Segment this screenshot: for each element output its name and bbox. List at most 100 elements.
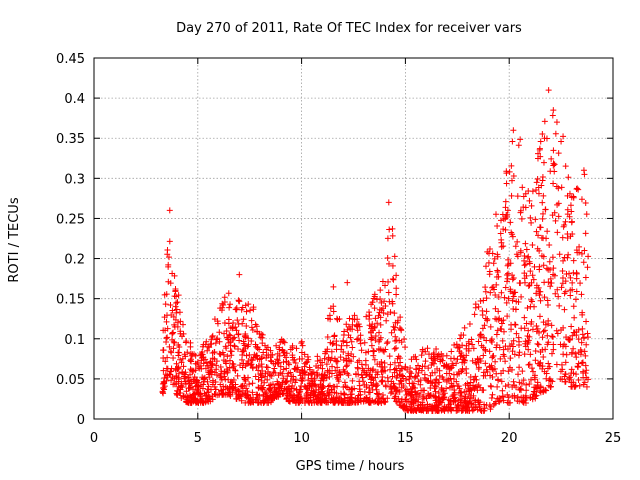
data-point [552, 130, 559, 137]
data-point [317, 391, 324, 398]
data-point [178, 359, 185, 366]
data-point [582, 274, 589, 281]
data-point [373, 386, 380, 393]
data-point [294, 364, 301, 371]
data-point [238, 356, 245, 363]
data-point [382, 382, 389, 389]
data-point [521, 314, 528, 321]
data-point [387, 361, 394, 368]
data-point [470, 345, 477, 352]
data-point [488, 362, 495, 369]
data-point [561, 222, 568, 229]
data-point [230, 319, 237, 326]
data-point [495, 377, 502, 384]
data-point [403, 376, 410, 383]
data-point [455, 397, 462, 404]
data-point [576, 243, 583, 250]
data-point [180, 363, 187, 370]
data-point [419, 387, 426, 394]
y-tick-label: 0 [77, 413, 85, 428]
data-point [498, 317, 505, 324]
data-point [540, 319, 547, 326]
data-point [569, 332, 576, 339]
data-point [216, 350, 223, 357]
data-point [544, 228, 551, 235]
data-point [562, 218, 569, 225]
data-point [499, 211, 506, 218]
chart-title: Day 270 of 2011, Rate Of TEC Index for r… [176, 21, 522, 36]
data-point [193, 389, 200, 396]
data-point [240, 348, 247, 355]
data-point [503, 180, 510, 187]
data-point [193, 379, 200, 386]
data-point [344, 362, 351, 369]
data-point [185, 377, 192, 384]
data-point [397, 314, 404, 321]
data-point [247, 307, 254, 314]
data-point [539, 131, 546, 138]
data-point [262, 342, 269, 349]
data-point [230, 335, 237, 342]
data-point [440, 376, 447, 383]
data-point [389, 300, 396, 307]
data-point [226, 304, 233, 311]
data-point [212, 340, 219, 347]
data-point [580, 368, 587, 375]
data-point [397, 355, 404, 362]
data-point [360, 367, 367, 374]
data-point [569, 231, 576, 238]
data-point [171, 381, 178, 388]
data-point [480, 407, 487, 414]
data-point [338, 399, 345, 406]
data-point [482, 347, 489, 354]
data-point [498, 326, 505, 333]
data-point [164, 325, 171, 332]
data-point [527, 351, 534, 358]
data-point [167, 280, 174, 287]
data-point [528, 318, 535, 325]
data-point [384, 235, 391, 242]
data-point [164, 334, 171, 341]
data-point [418, 367, 425, 374]
data-point [340, 357, 347, 364]
data-point [490, 260, 497, 267]
data-point [355, 335, 362, 342]
data-point [172, 365, 179, 372]
data-point [535, 190, 542, 197]
data-point [313, 369, 320, 376]
data-point [223, 328, 230, 335]
data-point [165, 263, 172, 270]
data-point [583, 383, 590, 390]
data-point [299, 366, 306, 373]
data-point [575, 360, 582, 367]
data-point [493, 344, 500, 351]
data-point [322, 397, 329, 404]
data-point [309, 390, 316, 397]
data-point [547, 266, 554, 273]
data-point [200, 360, 207, 367]
data-point [489, 365, 496, 372]
data-point [268, 397, 275, 404]
data-point [306, 366, 313, 373]
data-point [533, 179, 540, 186]
data-point [513, 251, 520, 258]
data-point [564, 234, 571, 241]
data-point [389, 232, 396, 239]
data-point [480, 297, 487, 304]
data-point [263, 346, 270, 353]
data-point [282, 378, 289, 385]
data-point [407, 373, 414, 380]
data-point [555, 293, 562, 300]
data-point [436, 394, 443, 401]
data-point [510, 337, 517, 344]
data-point [466, 388, 473, 395]
data-point [421, 405, 428, 412]
data-point [254, 391, 261, 398]
data-point [570, 303, 577, 310]
data-point [171, 293, 178, 300]
y-tick-label: 0.35 [56, 132, 85, 147]
data-point [516, 379, 523, 386]
data-point [541, 118, 548, 125]
data-point [199, 374, 206, 381]
data-point [537, 383, 544, 390]
